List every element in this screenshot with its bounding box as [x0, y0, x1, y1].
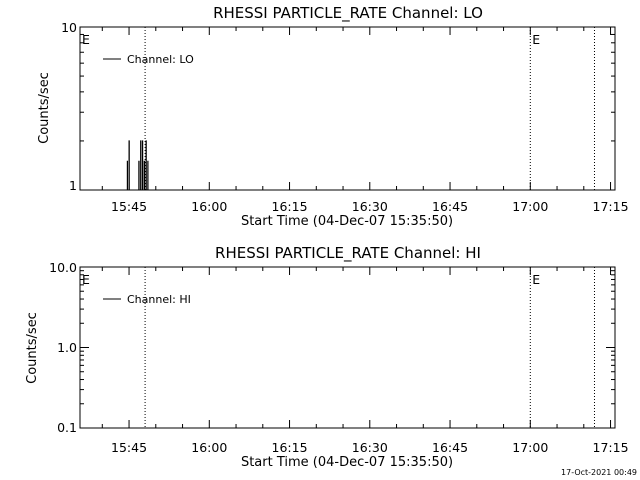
x-tick-label: 16:45	[432, 440, 468, 455]
legend-lo: Channel: LO	[103, 53, 194, 66]
series-line	[126, 140, 149, 191]
y-tick-label-hi-1: 1.0	[57, 340, 77, 355]
y-minor-ticks-lo	[80, 26, 615, 191]
x-tick-label: 16:15	[272, 199, 308, 214]
x-tick-label: 16:30	[352, 440, 388, 455]
x-tick-label: 16:45	[432, 199, 468, 214]
y-axis-lo: 10 1 Counts/sec	[37, 20, 615, 193]
x-axis-label-lo: Start Time (04-Dec-07 15:35:50)	[241, 214, 453, 229]
y-tick-label-hi-10: 10.0	[49, 260, 77, 275]
x-tick-label: 15:45	[111, 440, 147, 455]
x-tick-label: 16:00	[191, 440, 227, 455]
x-axis-label-hi: Start Time (04-Dec-07 15:35:50)	[241, 455, 453, 470]
x-tick-label: 17:00	[512, 199, 548, 214]
y-axis-label-hi: Counts/sec	[25, 312, 40, 384]
legend-hi: Channel: HI	[103, 293, 191, 306]
event-marker-label: E	[532, 272, 540, 287]
event-marker-label: E	[532, 32, 540, 47]
chart-title-hi: RHESSI PARTICLE_RATE Channel: HI	[215, 244, 481, 263]
x-tick-label: 16:15	[272, 440, 308, 455]
y-tick-label-hi-01: 0.1	[57, 420, 77, 435]
legend-label-hi: Channel: HI	[127, 293, 191, 306]
plot-frame-hi	[79, 266, 616, 429]
x-tick-label: 15:45	[111, 199, 147, 214]
y-tick-label-lo-10: 10	[61, 20, 77, 35]
footer-timestamp: 17-Oct-2021 00:49	[561, 468, 637, 477]
x-tick-label: 17:15	[593, 199, 629, 214]
y-axis-label-lo: Counts/sec	[37, 72, 52, 144]
y-axis-hi: 10.0 1.0 0.1 Counts/sec	[25, 260, 615, 435]
x-axis-lo: 15:45 16:00 16:15 16:30 16:45 17:00 17:15	[101, 27, 629, 214]
event-marker-label: E	[82, 272, 90, 287]
y-tick-label-lo-1: 1	[69, 178, 77, 193]
x-tick-label: 17:15	[593, 440, 629, 455]
x-tick-label: 16:30	[352, 199, 388, 214]
legend-label-lo: Channel: LO	[127, 53, 194, 66]
x-tick-label: 16:00	[191, 199, 227, 214]
y-minor-ticks-hi	[80, 266, 615, 429]
panel-hi: RHESSI PARTICLE_RATE Channel: HI 10.0 1.…	[25, 244, 629, 470]
event-marker-label: E	[82, 32, 90, 47]
plot-frame-lo	[79, 26, 616, 191]
x-tick-label: 17:00	[512, 440, 548, 455]
chart-title-lo: RHESSI PARTICLE_RATE Channel: LO	[213, 4, 483, 23]
panel-lo: RHESSI PARTICLE_RATE Channel: LO 10 1 Co…	[37, 4, 629, 229]
series-lo	[126, 140, 149, 191]
x-axis-hi: 15:45 16:00 16:15 16:30 16:45 17:00 17:15	[101, 267, 629, 455]
